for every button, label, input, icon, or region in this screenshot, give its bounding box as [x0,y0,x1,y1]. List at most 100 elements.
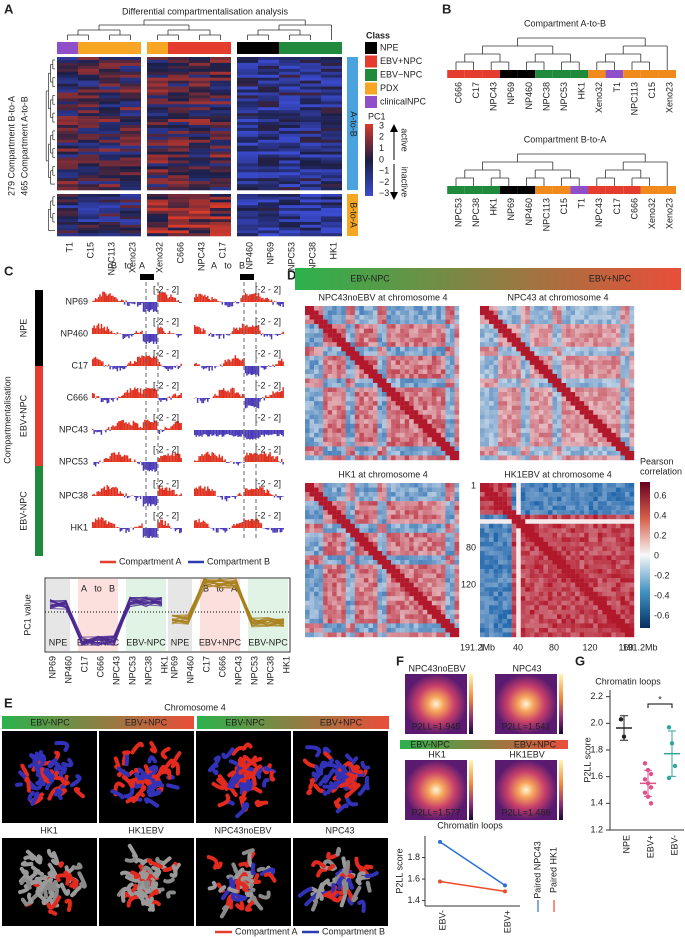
heatmap-cell [354,355,360,361]
heatmap-cell [354,428,360,434]
heatmap-cell [431,519,437,524]
heatmap-cell [427,537,433,543]
heatmap-cell [593,410,598,415]
heatmap-cell [327,319,333,325]
heatmap-cell [120,133,141,138]
heatmap-cell [400,387,405,393]
heatmap-cell [445,532,451,538]
heatmap-cell [309,383,315,388]
heatmap-cell [99,233,120,237]
heatmap-cell [566,383,571,388]
heatmap-cell [440,514,446,520]
heatmap-cell [480,410,485,415]
heatmap-cell [300,154,321,158]
track-bar [237,392,239,398]
heatmap-cell [480,337,485,343]
heatmap-cell [391,432,396,438]
heatmap-cell [120,230,141,234]
track-bar [113,366,116,369]
heatmap-cell [258,130,279,135]
track-bar [266,297,268,302]
heatmap-cell [615,333,621,338]
heatmap-cell [620,319,626,325]
track-bar [154,496,156,506]
heatmap-cell [498,450,503,456]
heatmap-cell [418,355,423,361]
heatmap-cell [440,496,446,502]
heatmap-cell [538,428,544,434]
heatmap-cell [168,119,189,123]
track-bar [218,454,221,462]
heatmap-cell [318,383,324,388]
track-bar [154,302,156,311]
heatmap-cell [279,68,300,73]
heatmap-cell [427,446,433,452]
track-bar [106,485,108,496]
track-bar [144,496,146,504]
heatmap-cell [368,355,374,361]
track-bar [122,300,124,302]
heatmap-cell [449,492,455,497]
heatmap-cell [168,101,189,105]
heatmap-cell [237,74,258,78]
heatmap-cell [520,373,526,379]
heatmap-cell [445,428,451,434]
heatmap-cell [395,519,401,524]
heatmap-cell [620,437,626,443]
heatmap-cell [534,351,540,357]
heatmap-cell [561,319,567,325]
heatmap-cell [529,446,535,452]
heatmap-cell [404,333,410,338]
heatmap-cell [120,124,141,129]
heatmap-cell [147,151,168,155]
heatmap-cell [300,145,321,149]
heatmap-cell [431,342,437,347]
heatmap-cell [391,324,396,329]
heatmap-cell [593,351,598,357]
heatmap-cell [538,360,544,366]
track-bar [177,334,179,338]
heatmap-cell [570,373,576,379]
track-bar [230,430,232,436]
heatmap-cell [363,337,369,343]
track-bar [224,302,226,306]
heatmap-cell [377,501,383,506]
heatmap-cell [431,328,437,334]
heatmap-cell [332,364,337,370]
heatmap-cell [210,213,231,217]
heatmap-cell [529,405,535,411]
heatmap-cell [427,519,433,524]
track-bar [107,521,110,528]
track-bar [281,302,283,304]
track-bar [134,496,136,498]
track-bar [227,334,229,336]
heatmap-cell [606,446,612,452]
track-bar [208,298,210,302]
heatmap-cell [189,89,210,93]
heatmap-cell [395,342,401,347]
track-bar [100,398,103,403]
track-bar [171,489,174,496]
track-bar [176,365,178,366]
heatmap-cell [413,333,419,338]
heatmap-cell [547,351,553,357]
heatmap-cell [529,414,535,420]
heatmap-cell [436,432,442,438]
heatmap-cell [341,523,346,529]
heatmap-cell [602,405,608,411]
heatmap-cell [498,419,503,424]
heatmap-cell [547,319,553,325]
heatmap-cell [377,419,383,424]
heatmap-cell [386,496,392,502]
heatmap-cell [502,342,508,347]
heatmap-cell [404,392,410,397]
heatmap-cell [99,80,120,84]
track-bar [263,299,266,302]
heatmap-cell [305,501,310,506]
track-bar [135,496,137,501]
heatmap-cell [624,337,630,343]
heatmap-cell [520,306,526,311]
heatmap-cell [400,315,405,320]
heatmap-cell [606,410,612,415]
heatmap-cell [321,157,342,161]
